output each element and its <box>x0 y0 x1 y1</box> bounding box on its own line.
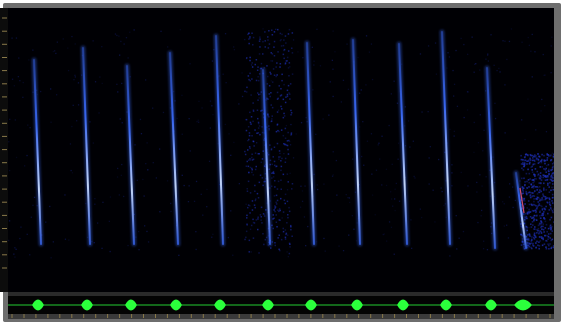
waveform-burst <box>262 299 274 311</box>
waveform-burst <box>397 299 409 311</box>
waveform-burst <box>81 299 93 311</box>
call-sweep <box>439 29 453 247</box>
frequency-axis <box>0 8 8 292</box>
waveform-burst <box>125 299 137 311</box>
call-sweep <box>167 50 181 247</box>
time-axis <box>8 314 554 319</box>
time-axis-ticks <box>11 314 551 318</box>
waveform-burst <box>214 299 226 311</box>
call-sweep <box>124 63 137 247</box>
waveform-burst <box>440 299 452 311</box>
waveform-burst <box>170 299 182 311</box>
call-sweep <box>396 41 410 247</box>
call-sweeps <box>31 29 529 251</box>
call-sweep <box>31 57 44 247</box>
call-sweep <box>350 37 363 247</box>
waveform-burst <box>305 299 317 311</box>
panel-divider[interactable] <box>8 292 554 296</box>
call-sweep <box>213 33 226 247</box>
call-sweep <box>304 40 317 247</box>
waveform-burst <box>32 299 44 311</box>
frequency-axis-ticks <box>2 17 7 269</box>
waveform-canvas <box>8 299 554 311</box>
waveform-burst <box>351 299 363 311</box>
waveform-burst <box>485 299 497 311</box>
spectrogram-panel[interactable] <box>8 8 554 292</box>
spectrogram-canvas <box>8 28 554 259</box>
waveform-burst <box>514 299 532 311</box>
call-sweep <box>513 170 529 251</box>
waveform-panel[interactable] <box>8 296 554 314</box>
call-sweep <box>484 65 498 251</box>
call-sweep <box>80 45 93 247</box>
call-sweep <box>260 67 273 247</box>
